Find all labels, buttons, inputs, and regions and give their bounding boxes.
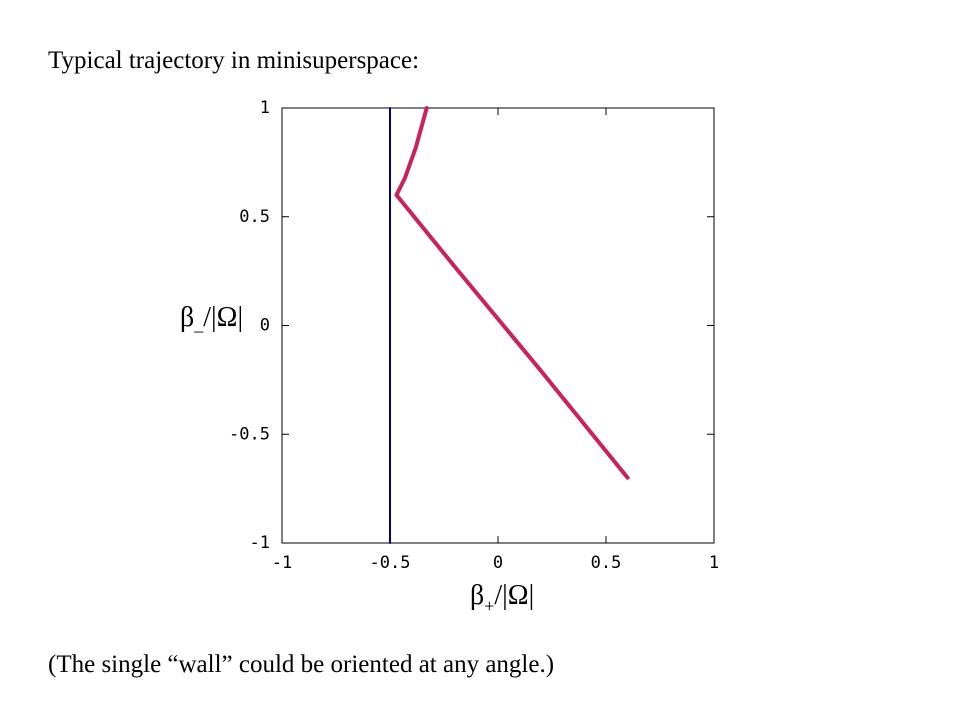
- x-tick-label: 1: [709, 553, 719, 573]
- x-axis-label: β+/|Ω|: [470, 580, 534, 616]
- y-tick-label: -1: [250, 533, 270, 553]
- y-tick-label: -0.5: [229, 424, 270, 444]
- y-tick-label: 1: [260, 98, 270, 118]
- y-label-sub: _: [193, 314, 204, 334]
- y-label-rest: /|Ω|: [203, 302, 243, 333]
- title: Typical trajectory in minisuperspace:: [48, 47, 419, 74]
- y-tick-label: 0: [260, 316, 270, 336]
- x-tick-label: -1: [272, 553, 292, 573]
- y-tick-label: 0.5: [239, 207, 270, 227]
- x-label-sub: +: [484, 596, 494, 616]
- y-axis-label: β_/|Ω|: [180, 302, 243, 334]
- x-tick-label: 0: [493, 553, 503, 573]
- annotation: (The single “wall” could be oriented at …: [48, 651, 554, 678]
- x-label-symbol: β: [470, 580, 484, 611]
- x-label-rest: /|Ω|: [494, 580, 534, 611]
- y-label-symbol: β: [180, 302, 194, 333]
- x-tick-label: 0.5: [591, 553, 622, 573]
- series-line: [394, 106, 630, 480]
- x-tick-label: -0.5: [370, 553, 411, 573]
- plot-frame: [281, 107, 715, 544]
